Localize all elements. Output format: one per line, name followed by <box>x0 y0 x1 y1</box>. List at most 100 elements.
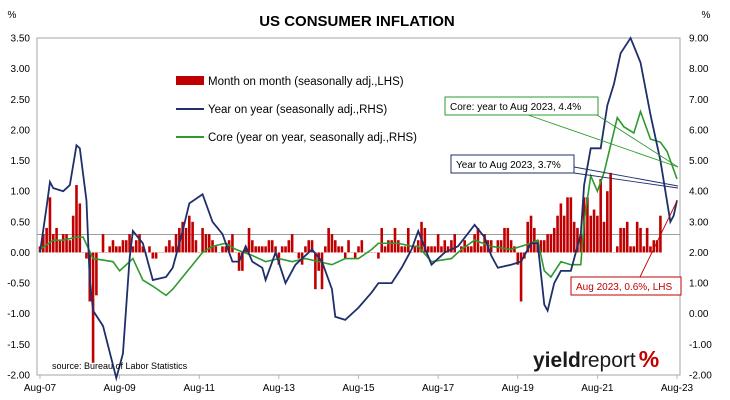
left-tick-label: 3.00 <box>11 64 31 75</box>
right-axis-unit: % <box>702 10 711 21</box>
mom-bar <box>85 252 88 259</box>
left-tick-label: 3.50 <box>11 34 31 45</box>
chart-title: US CONSUMER INFLATION <box>259 13 455 30</box>
mom-bar <box>241 252 244 271</box>
mom-bar <box>48 197 52 253</box>
mom-bar <box>274 246 277 253</box>
mom-bar <box>586 197 589 253</box>
mom-bar <box>566 197 569 253</box>
mom-bar <box>257 246 261 253</box>
mom-bar <box>426 246 430 253</box>
mom-bar <box>642 246 646 253</box>
left-tick-label: 1.00 <box>11 187 31 198</box>
mom-bar <box>270 240 274 253</box>
mom-bar <box>533 227 536 253</box>
right-tick-label: 1.00 <box>689 279 709 290</box>
mom-bar <box>174 234 178 253</box>
mom-bar <box>254 246 257 253</box>
mom-bar <box>400 246 403 253</box>
mom-bar <box>357 246 360 253</box>
mom-bar <box>632 246 636 253</box>
mom-bar <box>529 215 533 253</box>
mom-bar <box>207 234 211 253</box>
mom-bar <box>622 227 626 253</box>
mom-bar <box>592 209 596 253</box>
mom-bar <box>310 240 314 253</box>
mom-bar <box>201 227 204 253</box>
mom-bar <box>629 246 632 253</box>
mom-bar <box>443 240 447 253</box>
x-tick-label: Aug-21 <box>581 383 614 394</box>
mom-bar <box>111 240 115 253</box>
mom-bar <box>380 227 384 253</box>
mom-bar <box>164 246 168 253</box>
mom-bar <box>138 234 141 253</box>
mom-bar <box>115 246 118 253</box>
left-tick-label: -0.50 <box>7 279 30 290</box>
svg-text:yieldreport%: yieldreport% <box>533 346 659 372</box>
mom-bar <box>406 227 410 253</box>
mom-bar <box>556 215 559 253</box>
mom-bar <box>297 252 301 259</box>
left-tick-label: 0.00 <box>11 248 31 259</box>
x-tick-label: Aug-09 <box>104 383 137 394</box>
mom-bar <box>134 240 138 253</box>
mom-bar <box>264 246 267 253</box>
mom-bar <box>599 178 602 253</box>
mom-bar <box>440 246 443 253</box>
mom-bar <box>304 246 307 253</box>
mom-bar <box>473 234 476 253</box>
mom-bar <box>148 246 151 253</box>
mom-bar <box>652 240 656 253</box>
annotation-mom: Aug 2023, 0.6%, LHS <box>570 200 682 296</box>
left-tick-label: 2.00 <box>11 125 31 136</box>
mom-bar <box>287 240 291 253</box>
mom-bar <box>124 240 128 253</box>
mom-bar <box>68 240 72 253</box>
left-tick-label: -1.50 <box>7 340 30 351</box>
mom-bar <box>383 246 387 253</box>
x-tick-label: Aug-19 <box>502 383 535 394</box>
mom-bar <box>131 246 135 253</box>
right-axis: 9.00 8.00 7.00 6.00 5.00 4.00 3.00 2.00 1.00 0.00… <box>689 34 712 382</box>
x-tick-label: Aug-07 <box>24 383 57 394</box>
mom-bar <box>430 246 433 253</box>
yieldreport-logo: yieldreport% <box>533 346 659 372</box>
mom-bar <box>549 234 553 253</box>
mom-bar <box>118 246 121 253</box>
mom-bar <box>413 246 417 253</box>
right-tick-label: 5.00 <box>689 156 709 167</box>
mom-bar <box>503 227 506 253</box>
mom-bar <box>513 246 516 253</box>
mom-bar <box>625 221 629 253</box>
mom-bar <box>615 246 619 253</box>
mom-bar <box>244 246 247 253</box>
mom-bar <box>635 221 639 253</box>
mom-bar <box>231 234 234 253</box>
mom-bar <box>639 227 642 253</box>
mom-bar <box>479 246 483 253</box>
mom-bar <box>221 246 224 253</box>
mom-bar <box>61 234 65 253</box>
mom-bar <box>509 240 513 253</box>
mom-bar <box>95 252 98 296</box>
mom-bar <box>151 252 155 259</box>
mom-bar <box>108 246 111 253</box>
mom-bar <box>184 227 188 253</box>
x-tick-label: Aug-13 <box>263 383 296 394</box>
mom-bars <box>38 172 662 363</box>
mom-bar <box>423 227 427 253</box>
x-tick-label: Aug-23 <box>661 383 694 394</box>
mom-bar <box>377 252 380 259</box>
mom-bar <box>436 234 440 253</box>
mom-bar <box>324 246 327 253</box>
right-tick-label: 3.00 <box>689 217 709 228</box>
mom-bar <box>466 246 470 253</box>
mom-bar <box>602 221 606 253</box>
mom-bar <box>390 240 393 253</box>
right-tick-label: 4.00 <box>689 187 709 198</box>
left-tick-label: 0.50 <box>11 217 31 228</box>
mom-bar <box>307 240 311 253</box>
mom-bar <box>75 185 78 253</box>
